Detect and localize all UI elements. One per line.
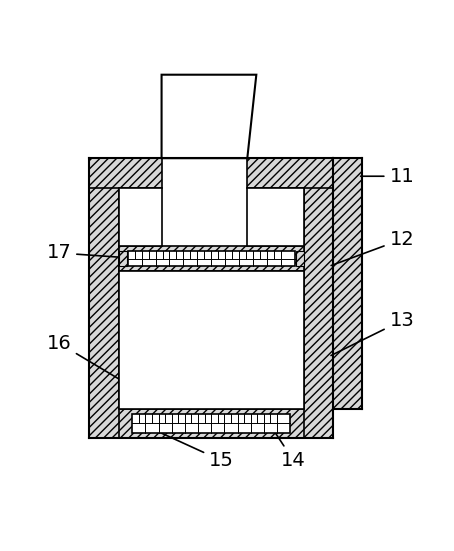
Bar <box>118 271 304 409</box>
Bar <box>128 251 295 267</box>
Text: 14: 14 <box>274 430 306 470</box>
Bar <box>89 158 162 187</box>
Bar <box>89 409 333 438</box>
Text: 11: 11 <box>360 167 414 186</box>
Text: 12: 12 <box>331 230 414 266</box>
Text: 15: 15 <box>153 429 234 470</box>
Bar <box>89 158 118 438</box>
Bar <box>296 251 304 267</box>
Bar <box>118 251 127 267</box>
Bar <box>247 187 304 246</box>
Bar <box>118 246 304 271</box>
Bar <box>132 414 290 433</box>
Polygon shape <box>162 75 257 158</box>
Bar <box>333 158 362 409</box>
Bar <box>247 158 333 187</box>
Text: 17: 17 <box>46 244 120 262</box>
Text: 13: 13 <box>331 311 414 355</box>
Bar <box>304 158 333 438</box>
Bar <box>118 187 162 246</box>
Text: 16: 16 <box>46 334 121 380</box>
